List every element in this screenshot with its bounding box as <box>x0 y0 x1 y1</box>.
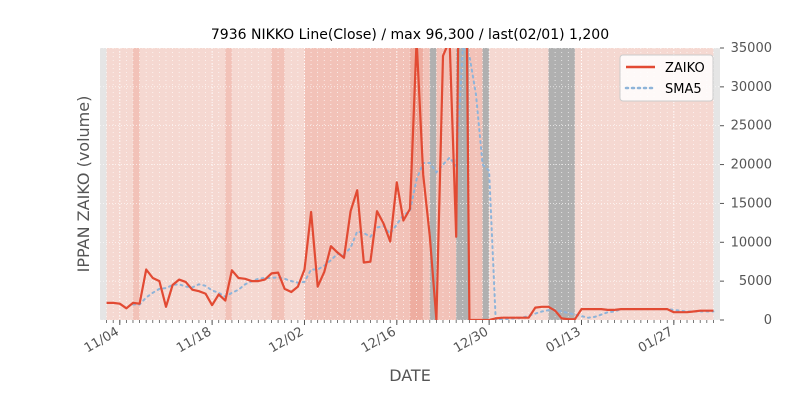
shade-band-7 <box>284 48 305 320</box>
y-tick-label: 20000 <box>731 158 772 173</box>
shade-band-20 <box>713 48 720 320</box>
zaiko-line <box>106 48 714 320</box>
x-tick-label: 01/13 <box>544 324 584 356</box>
shade-band-16 <box>482 48 490 320</box>
y-axis-label: IPPAN ZAIKO (volume) <box>74 96 93 273</box>
x-tick-label: 11/18 <box>174 324 214 356</box>
y-tick-label: 35000 <box>731 41 772 56</box>
y-tick-label: 5000 <box>739 274 772 289</box>
shade-band-11 <box>423 48 430 320</box>
y-axis: 0 5000 10000 15000 20000 25000 30000 35000 <box>720 41 772 328</box>
x-tick-label: 12/30 <box>451 324 491 356</box>
y-tick-label: 0 <box>764 313 772 328</box>
shade-band-17 <box>489 48 549 320</box>
x-axis: 11/04 11/18 12/02 12/16 12/30 01/13 01/27 <box>82 320 714 356</box>
legend-sma5-label: SMA5 <box>665 82 702 97</box>
shade-band-0 <box>100 48 107 320</box>
x-axis-label: DATE <box>389 366 431 385</box>
shade-band-3 <box>139 48 226 320</box>
x-tick-label: 12/02 <box>267 324 307 356</box>
legend: ZAIKO SMA5 <box>619 54 714 102</box>
y-tick-label: 15000 <box>731 196 772 211</box>
x-tick-label: 01/27 <box>636 324 676 356</box>
x-tick-label: 11/04 <box>82 324 122 356</box>
shade-band-2 <box>132 48 140 320</box>
y-tick-label: 25000 <box>731 119 772 134</box>
shade-band-4 <box>225 48 232 320</box>
y-tick-label: 10000 <box>731 235 772 250</box>
y-tick-label: 30000 <box>731 80 772 95</box>
series-layer <box>106 48 715 320</box>
shade-band-12 <box>429 48 437 320</box>
chart-title: 7936 NIKKO Line(Close) / max 96,300 / la… <box>211 27 609 43</box>
legend-zaiko-label: ZAIKO <box>665 61 705 76</box>
x-tick-label: 12/16 <box>359 324 399 356</box>
grid-lines <box>100 47 720 321</box>
